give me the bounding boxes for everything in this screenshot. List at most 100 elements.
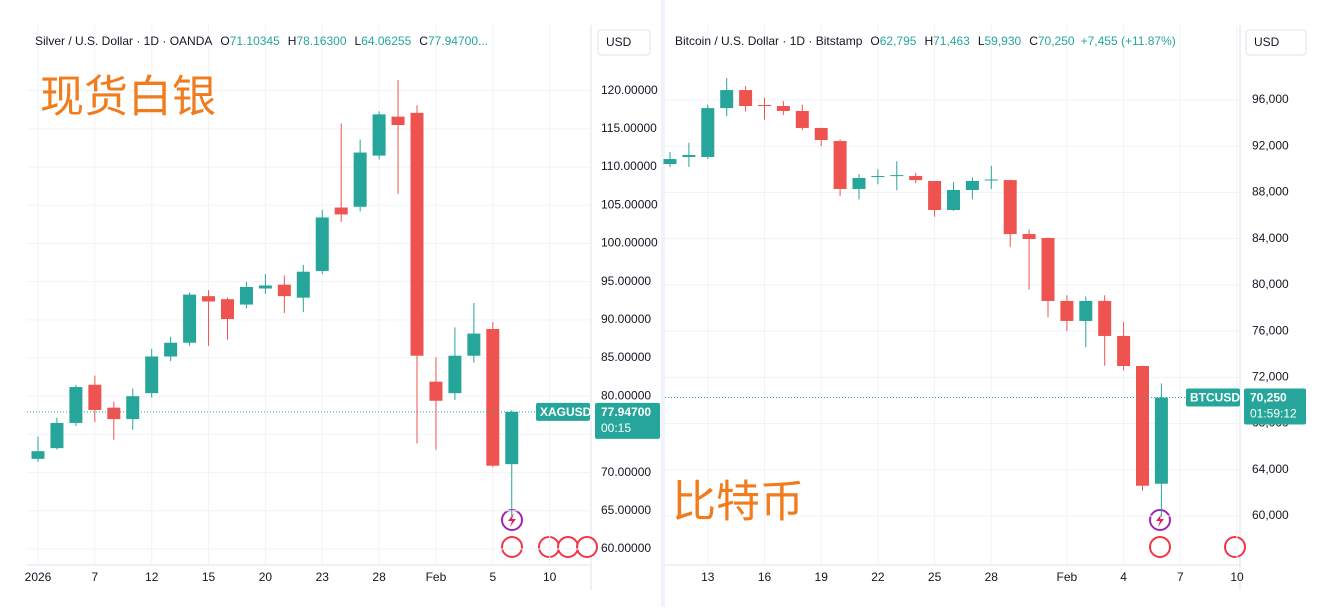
price-tag-value: 77.94700 <box>601 405 651 419</box>
candle-body <box>795 110 809 128</box>
x-tick-label: 19 <box>815 570 829 584</box>
candle-body <box>720 90 734 109</box>
currency-button[interactable] <box>597 29 651 56</box>
price-change: +7,455 (+11.87%) <box>1081 34 1176 48</box>
ohlc-value: 70,250 <box>1038 34 1075 48</box>
x-tick-label: Feb <box>426 570 447 584</box>
ohlc-value: 77.94700... <box>428 34 488 48</box>
candle-body <box>701 108 715 157</box>
candle-body <box>1041 237 1055 301</box>
candle-body <box>814 127 828 140</box>
economic-event[interactable] <box>557 536 579 558</box>
y-tick-label: 92,000 <box>1252 138 1289 152</box>
y-tick-label: 95.00000 <box>601 274 651 288</box>
symbol-tag-label: XAGUSD <box>540 405 592 419</box>
ohlc-key: C <box>1029 34 1038 48</box>
x-tick-label: 16 <box>758 570 772 584</box>
x-tick-label: 23 <box>316 570 330 584</box>
y-tick-label: 65.00000 <box>601 503 651 517</box>
pane-divider <box>661 0 665 607</box>
candle-body <box>682 155 696 157</box>
ohlc-key: C <box>419 34 428 48</box>
candle-body <box>1060 300 1074 321</box>
candle-body <box>852 177 866 189</box>
candle-body <box>947 190 960 211</box>
y-tick-label: 100.00000 <box>601 236 658 250</box>
candle-body <box>277 284 291 297</box>
candle-body <box>928 181 942 211</box>
x-tick-label: 5 <box>489 570 496 584</box>
candle-body <box>315 217 329 271</box>
x-tick-label: 28 <box>372 570 386 584</box>
currency-label: USD <box>1254 35 1280 49</box>
x-tick-label: 12 <box>145 570 159 584</box>
candle-body <box>776 106 790 111</box>
candle-body <box>909 176 923 181</box>
candle-body <box>1136 366 1149 486</box>
x-tick-label: 20 <box>259 570 273 584</box>
x-tick-label: 10 <box>543 570 557 584</box>
overlay-title: 比特币 <box>672 478 804 527</box>
x-tick-label: 7 <box>1177 570 1184 584</box>
candle-body <box>1154 397 1168 484</box>
ohlc-value: 62,795 <box>880 34 917 48</box>
economic-event[interactable] <box>1149 536 1171 558</box>
y-tick-label: 120.00000 <box>601 83 658 97</box>
candle-body <box>239 286 253 305</box>
ohlc-key: L <box>978 34 985 48</box>
candle-body <box>1003 180 1017 235</box>
economic-event[interactable] <box>576 536 598 558</box>
y-tick-label: 84,000 <box>1252 231 1289 245</box>
candle-body <box>202 296 216 302</box>
x-tick-label: 15 <box>202 570 216 584</box>
candle-body <box>107 407 121 420</box>
candle-body <box>448 355 462 394</box>
candle-body <box>505 411 519 465</box>
event-icon-glyph <box>1156 513 1164 527</box>
economic-event[interactable] <box>1224 536 1246 558</box>
symbol-tag-label: BTCUSD <box>1190 391 1240 405</box>
candle-body <box>391 116 405 126</box>
ohlc-key: H <box>288 34 297 48</box>
ohlc-key: H <box>924 34 933 48</box>
economic-event[interactable] <box>538 536 560 558</box>
currency-label: USD <box>606 35 632 49</box>
candle-body <box>486 328 500 466</box>
candle-body <box>126 396 140 420</box>
candle-body <box>164 342 178 357</box>
x-tick-label: 13 <box>701 570 715 584</box>
ohlc-key: L <box>355 34 362 48</box>
symbol-tag <box>536 402 590 421</box>
x-tick-label: 4 <box>1120 570 1127 584</box>
candle-body <box>296 271 310 298</box>
candle-body <box>258 285 272 289</box>
y-tick-label: 60,000 <box>1252 508 1289 522</box>
economic-event[interactable] <box>501 536 523 558</box>
candle-body <box>429 381 443 401</box>
candle-body <box>1022 234 1036 240</box>
x-tick-label: 7 <box>92 570 99 584</box>
candle-body <box>183 294 197 343</box>
symbol-title: Silver / U.S. Dollar · 1D · OANDA <box>35 34 212 48</box>
y-tick-label: 70.00000 <box>601 465 651 479</box>
y-tick-label: 96,000 <box>1252 92 1289 106</box>
y-tick-label: 64,000 <box>1252 462 1289 476</box>
candle-body <box>410 112 424 356</box>
candle-body <box>467 333 481 356</box>
symbol-tag <box>1186 388 1240 407</box>
y-tick-label: 115.00000 <box>601 121 657 135</box>
y-tick-label: 90.00000 <box>601 312 651 326</box>
chart-header: Silver / U.S. Dollar · 1D · OANDA O71.103… <box>35 34 488 48</box>
x-tick-label: 10 <box>1230 570 1244 584</box>
candle-body <box>372 114 386 156</box>
y-tick-label: 60.00000 <box>601 541 651 555</box>
y-tick-label: 80.00000 <box>601 388 651 402</box>
candle-body <box>965 181 979 191</box>
candle-body <box>833 141 847 189</box>
candle-body <box>1098 300 1112 336</box>
countdown: 01:59:12 <box>1250 407 1297 421</box>
chart-header: Bitcoin / U.S. Dollar · 1D · Bitstamp O62… <box>675 34 1176 48</box>
currency-button[interactable] <box>1245 29 1307 56</box>
y-tick-label: 72,000 <box>1252 370 1289 384</box>
